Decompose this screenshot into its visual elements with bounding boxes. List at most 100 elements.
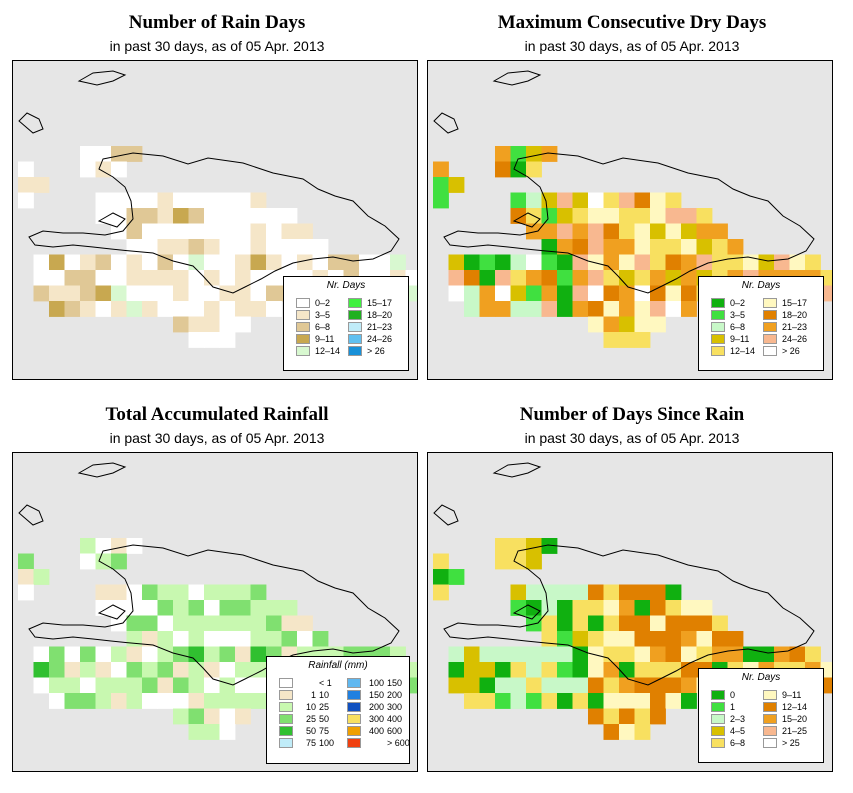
grid-cell [235,708,251,725]
grid-cell [541,146,558,162]
grid-cell [111,662,127,678]
grid-cell [603,584,620,601]
grid-cell [448,569,465,585]
grid-cell [80,553,96,570]
grid-cell [235,615,251,632]
coastline [443,152,815,294]
grid-cell [219,285,236,302]
grid-cell [80,538,96,554]
grid-cell [219,254,236,271]
grid-cell [619,631,635,647]
grid-cell [142,584,158,601]
grid-cell [557,693,573,709]
grid-cell [157,677,174,694]
legend-label: 15–17 [367,298,393,308]
grid-cell [650,239,666,255]
grid-cell [188,677,205,694]
grid-cell [634,301,651,317]
grid-cell [111,146,127,162]
grid-cell [95,600,112,616]
grid-cell [727,646,744,663]
grid-cell [619,615,635,632]
grid-cell [650,615,666,632]
grid-cell [510,301,527,317]
grid-cell [572,615,589,632]
grid-cell [219,316,236,333]
grid-cell [541,631,558,647]
grid-cell [789,254,806,271]
grid-cell [603,301,620,317]
grid-cell [510,584,527,601]
grid-cell [95,677,112,694]
grid-cell [126,631,143,647]
grid-cell [297,254,313,271]
grid-cell [464,254,480,271]
grid-cell [634,332,651,348]
grid-cell [650,693,666,709]
grid-cell [142,646,158,663]
grid-cell [448,662,465,678]
grid-cell [64,301,81,317]
grid-cell [557,254,573,271]
grid-cell [572,192,589,209]
grid-cell [142,662,158,678]
grid-cell [619,270,635,286]
grid-cell [111,254,127,271]
grid-cell [448,254,465,271]
grid-cell [266,254,282,271]
grid-cell [142,631,158,647]
grid-cell [727,631,744,647]
grid-cell [250,631,267,647]
grid-cell [281,223,298,240]
grid-cell [572,301,589,317]
panel-title: Number of Days Since Rain [519,404,745,425]
legend: Nr. Days 0 1 2–3 4–5 6–8 9–11 12–14 15–20 21–25 >… [698,668,824,763]
legend-swatch [348,346,362,356]
grid-cell [603,285,620,302]
grid-cell [712,254,728,271]
grid-cell [557,615,573,632]
grid-cell [111,192,127,209]
grid-cell [142,677,158,694]
panel-title: Number of Rain Days [128,12,306,33]
grid-cell [188,708,205,725]
grid-cell [80,161,96,178]
legend-low: 400 [368,726,384,736]
legend-swatch [711,714,725,724]
grid-cell [219,584,236,601]
grid-cell [557,285,573,302]
grid-cell [510,600,527,616]
grid-cell [495,662,511,678]
grid-cell [49,254,65,271]
grid-cell [572,631,589,647]
grid-cell [650,631,666,647]
grid-cell [266,615,282,632]
grid-cell [126,285,143,302]
map-dry-days: Nr. Days 0–2 3–5 6–8 9–11 12–14 15–17 18–20 21–… [427,60,833,380]
legend-label: 9–11 [315,334,335,344]
panel-days-since-rain: Number of Days Since Rain in past 30 day… [427,404,837,776]
grid-cell [619,724,635,740]
grid-cell [266,301,282,317]
grid-cell [111,677,127,694]
grid-cell [619,662,635,678]
grid-cell [712,615,728,632]
grid-cell [526,254,542,271]
legend-swatch [348,334,362,344]
grid-cell [603,677,620,694]
grid-cell [557,662,573,678]
grid-cell [204,724,220,740]
grid-cell [510,146,527,162]
grid-cell [219,332,236,348]
legend-high: 200 [387,690,403,700]
legend-swatch [711,334,725,344]
panel-subtitle: in past 30 days, as of 05 Apr. 2013 [109,38,325,54]
grid-cell [142,239,158,255]
grid-cell [603,662,620,678]
grid-cell [479,270,496,286]
legend-label: 18–20 [782,310,808,320]
legend-label: 15–17 [782,298,808,308]
grid-cell [650,254,666,271]
legend-swatch [711,726,725,736]
grid-cell [95,646,112,663]
